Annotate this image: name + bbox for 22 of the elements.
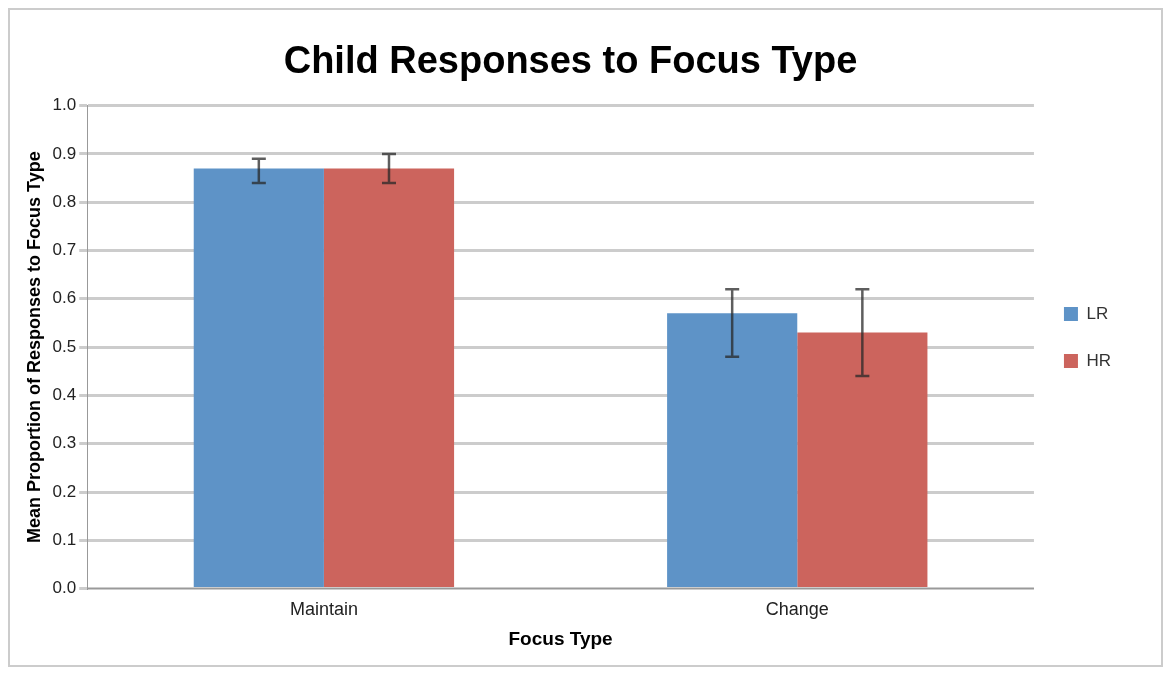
bar — [323, 168, 455, 588]
legend-label: LR — [1086, 303, 1109, 323]
y-tick-label: 0.8 — [52, 191, 77, 211]
y-tick-label: 0.2 — [52, 481, 77, 501]
y-tick-label: 0.7 — [52, 240, 77, 260]
y-tick-label: 1.0 — [52, 95, 77, 115]
y-tick-label: 0.6 — [52, 288, 77, 308]
y-tick-label: 0.9 — [52, 143, 77, 163]
x-tick-label: Change — [765, 599, 829, 620]
y-tick-label: 0.1 — [52, 529, 77, 549]
y-axis-title: Mean Proportion of Responses to Focus Type — [23, 151, 44, 543]
legend-label: HR — [1086, 350, 1112, 370]
bar — [193, 168, 324, 588]
y-tick-label: 0.4 — [52, 385, 77, 405]
y-tick-label: 0.3 — [52, 433, 77, 453]
y-tick-label: 0.5 — [52, 336, 77, 356]
x-tick-label: Maintain — [289, 599, 358, 620]
x-axis-title: Focus Type — [508, 627, 613, 649]
bar — [797, 332, 928, 588]
y-tick-label: 0.0 — [52, 578, 77, 598]
bar — [667, 313, 798, 588]
chart-title: Child Responses to Focus Type — [283, 39, 858, 82]
